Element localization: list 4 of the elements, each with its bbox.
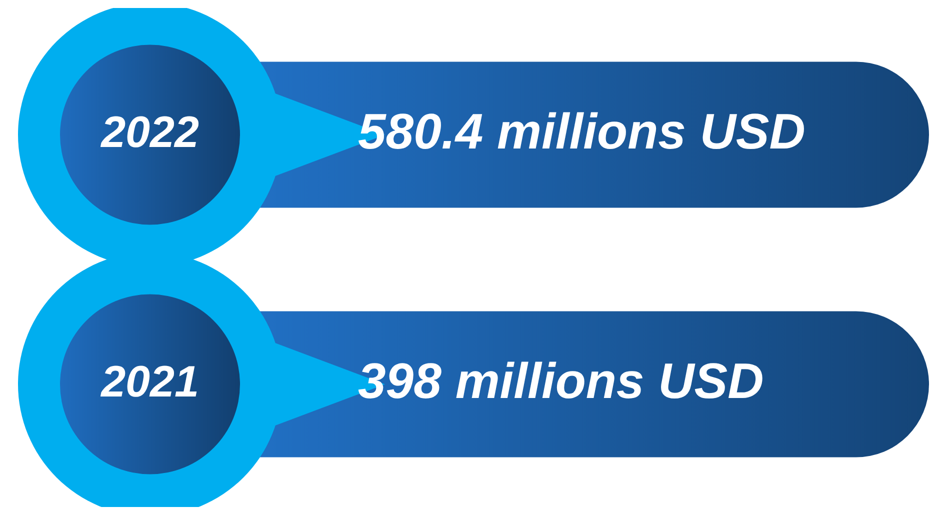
data-label: 580.4 millions USD xyxy=(358,104,806,160)
data-label: 398 millions USD xyxy=(358,353,764,410)
category-label: 2021 xyxy=(100,357,199,406)
category-label: 2022 xyxy=(100,108,200,157)
